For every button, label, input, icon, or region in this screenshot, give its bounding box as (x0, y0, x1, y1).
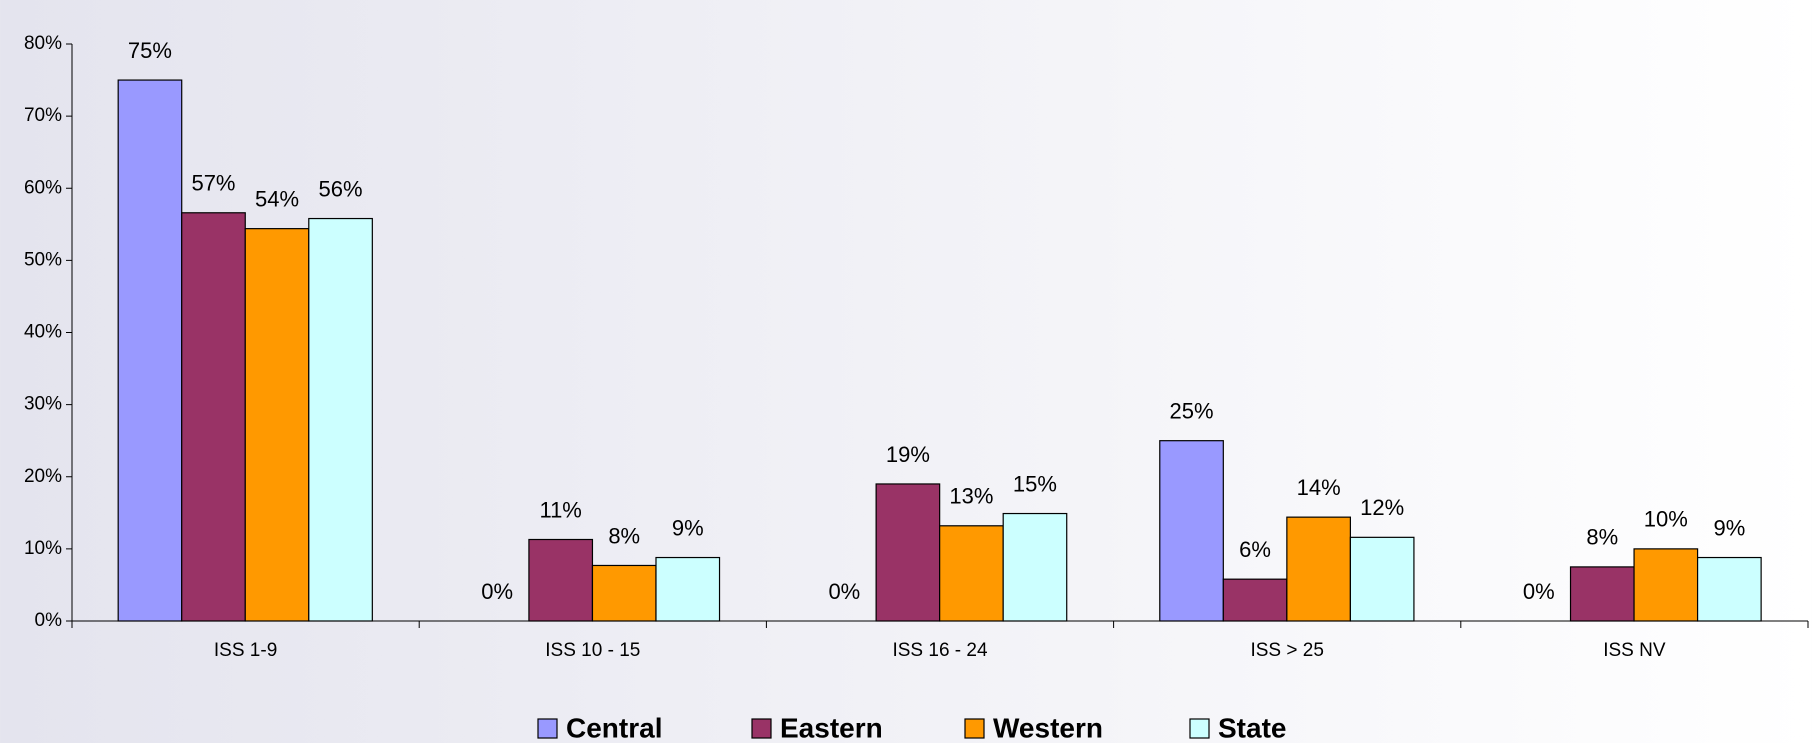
legend-label: State (1218, 712, 1286, 743)
value-label: 56% (319, 176, 363, 201)
value-label: 8% (608, 523, 640, 548)
y-tick-label: 10% (24, 538, 62, 559)
y-tick-label: 70% (24, 105, 62, 126)
bar (1696, 556, 1762, 622)
value-label: 12% (1360, 495, 1404, 520)
y-tick-label: 30% (24, 394, 62, 415)
bar (181, 212, 246, 622)
y-tick-label: 80% (24, 33, 62, 54)
value-label: 11% (539, 497, 581, 522)
value-label: 19% (886, 442, 930, 467)
legend-label: Eastern (780, 712, 883, 743)
legend-label: Western (993, 712, 1103, 743)
bar (591, 564, 657, 622)
value-label: 0% (828, 579, 860, 604)
legend-swatch (964, 718, 985, 739)
value-label: 54% (255, 186, 299, 211)
bar (655, 556, 721, 622)
x-tick-label: ISS 10 - 15 (545, 640, 640, 661)
bar (308, 217, 373, 622)
y-tick-label: 40% (24, 322, 62, 343)
bar (1002, 512, 1068, 622)
value-label: 15% (1013, 471, 1057, 496)
value-label: 0% (1523, 579, 1555, 604)
legend-swatch (751, 718, 772, 739)
value-label: 10% (1644, 507, 1688, 532)
legend-swatch (1189, 718, 1210, 739)
legend-label: Central (566, 712, 662, 743)
bar (1159, 440, 1224, 622)
x-tick-label: ISS > 25 (1250, 640, 1323, 661)
bar (1569, 566, 1635, 622)
bar (244, 228, 310, 622)
value-label: 9% (672, 515, 704, 540)
x-tick-label: ISS 16 - 24 (892, 640, 987, 661)
bar (1633, 548, 1699, 622)
bar (1222, 578, 1288, 622)
value-label: 13% (949, 484, 993, 509)
y-tick-label: 20% (24, 466, 62, 487)
bar (939, 525, 1004, 622)
value-label: 8% (1586, 525, 1618, 550)
legend-swatch (537, 718, 558, 739)
bar (528, 538, 594, 622)
bar (1286, 516, 1351, 622)
y-tick-label: 60% (24, 177, 62, 198)
value-label: 57% (191, 171, 235, 196)
value-label: 75% (128, 38, 172, 63)
y-tick-label: 50% (24, 249, 62, 270)
value-label: 0% (481, 579, 513, 604)
x-tick-label: ISS 1-9 (214, 640, 277, 661)
value-label: 9% (1713, 515, 1745, 540)
value-label: 25% (1170, 399, 1214, 424)
y-tick-label: 0% (35, 610, 63, 631)
bar (875, 483, 941, 622)
x-tick-label: ISS NV (1603, 640, 1666, 661)
value-label: 14% (1297, 475, 1341, 500)
bar (1349, 536, 1415, 622)
value-label: 6% (1239, 537, 1271, 562)
bar (117, 79, 183, 622)
